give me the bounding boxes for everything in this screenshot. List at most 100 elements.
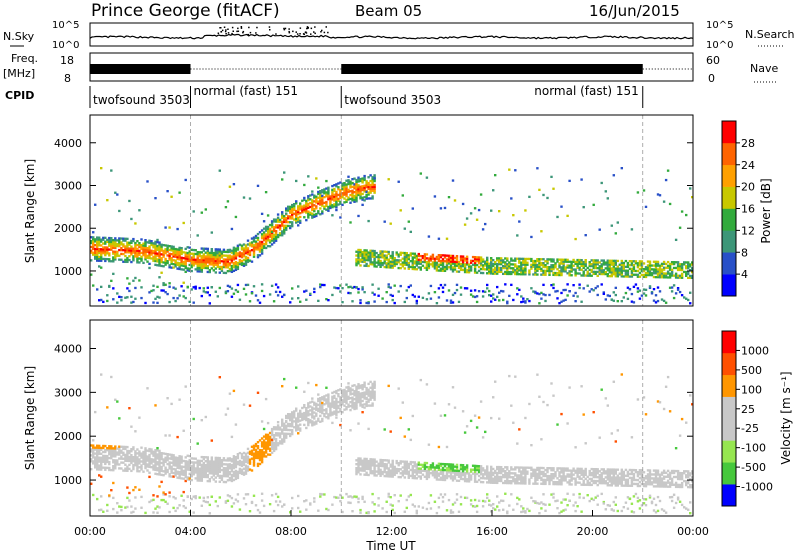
power-cell — [232, 269, 236, 273]
power-cell — [154, 252, 157, 255]
power-cell — [490, 262, 493, 266]
power-cell — [94, 251, 97, 255]
power-cell — [500, 268, 503, 272]
power-cell — [148, 253, 151, 256]
power-cell — [160, 243, 163, 246]
power-cell — [325, 208, 328, 211]
velocity-cell — [451, 467, 455, 470]
power-cell — [361, 192, 364, 196]
power-cell — [455, 258, 459, 262]
velocity-cell — [419, 469, 423, 472]
power-cell — [638, 267, 642, 271]
power-cell — [532, 263, 535, 267]
power-cell — [158, 254, 161, 258]
power-cell — [210, 251, 214, 255]
velocity-cell — [152, 460, 155, 463]
power-cell — [214, 271, 218, 274]
power-cell — [642, 262, 646, 265]
power-cell — [614, 269, 618, 272]
power-cell — [520, 261, 523, 264]
power-cell — [313, 196, 316, 199]
power-cell — [289, 301, 292, 304]
power-cell — [236, 290, 240, 293]
velocity-cell — [242, 451, 246, 455]
velocity-cell — [198, 469, 201, 472]
power-cell — [144, 258, 147, 261]
velocity-cell — [291, 507, 294, 510]
velocity-cell — [260, 437, 264, 440]
power-cell — [357, 291, 360, 294]
velocity-cell — [180, 469, 183, 472]
velocity-cell — [128, 457, 131, 461]
velocity-cell — [475, 466, 479, 470]
power-cell — [349, 221, 352, 224]
power-cell — [106, 238, 109, 242]
velocity-cell — [134, 454, 137, 457]
power-cell — [319, 207, 322, 210]
velocity-cell — [415, 512, 419, 515]
velocity-cell — [108, 460, 111, 464]
power-cell — [552, 271, 555, 275]
velocity-cell — [351, 398, 354, 401]
velocity-cell — [90, 448, 93, 451]
velocity-cell — [94, 452, 97, 455]
velocity-cell — [281, 430, 284, 433]
power-cell — [108, 248, 111, 251]
velocity-cell — [274, 443, 278, 447]
power-cell — [150, 240, 153, 243]
power-cell — [568, 179, 571, 183]
velocity-cell — [184, 460, 187, 463]
power-cell — [656, 299, 660, 303]
power-cell — [210, 286, 214, 289]
velocity-cell — [158, 473, 161, 476]
velocity-cell — [200, 469, 204, 473]
velocity-cell — [108, 494, 111, 497]
power-cell — [162, 255, 165, 258]
velocity-cell — [126, 486, 129, 489]
power-cell — [188, 254, 191, 257]
nsearch-point — [288, 28, 290, 30]
power-cell — [407, 256, 411, 259]
power-cell — [305, 298, 308, 301]
velocity-cell — [459, 473, 463, 477]
velocity-cell — [353, 407, 356, 411]
power-cell — [674, 292, 678, 295]
power-colorbar-swatch — [722, 142, 736, 166]
velocity-cell — [293, 410, 296, 413]
power-cell — [311, 203, 314, 206]
power-cell — [377, 257, 380, 261]
power-cell — [512, 214, 515, 217]
velocity-cell — [160, 465, 163, 469]
power-cell — [560, 272, 563, 275]
velocity-cell — [130, 450, 133, 453]
velocity-cell — [168, 457, 171, 460]
velocity-cell — [128, 467, 131, 471]
power-cell — [652, 275, 656, 279]
power-cell — [620, 263, 624, 267]
power-cell — [598, 272, 601, 276]
power-cell — [451, 254, 455, 258]
velocity-cell — [411, 467, 415, 470]
power-cell — [512, 267, 515, 270]
velocity-cell — [445, 509, 449, 512]
velocity-cell — [96, 466, 99, 469]
power-cell — [441, 254, 445, 257]
power-cell — [685, 272, 688, 276]
power-cell — [224, 258, 228, 261]
velocity-cell — [369, 380, 372, 384]
velocity-cell — [401, 466, 405, 469]
velocity-cell — [100, 446, 103, 450]
velocity-cell — [128, 499, 131, 502]
power-cell — [321, 189, 324, 192]
power-cell — [234, 264, 238, 268]
power-cell — [274, 283, 278, 286]
power-cell — [274, 231, 278, 235]
power-cell — [437, 254, 441, 257]
power-cell — [359, 301, 362, 305]
power-cell — [654, 262, 658, 265]
velocity-cell — [427, 501, 431, 505]
velocity-cell — [367, 390, 370, 393]
velocity-cell — [299, 415, 302, 418]
power-cell — [118, 209, 121, 213]
velocity-cell — [106, 454, 109, 458]
